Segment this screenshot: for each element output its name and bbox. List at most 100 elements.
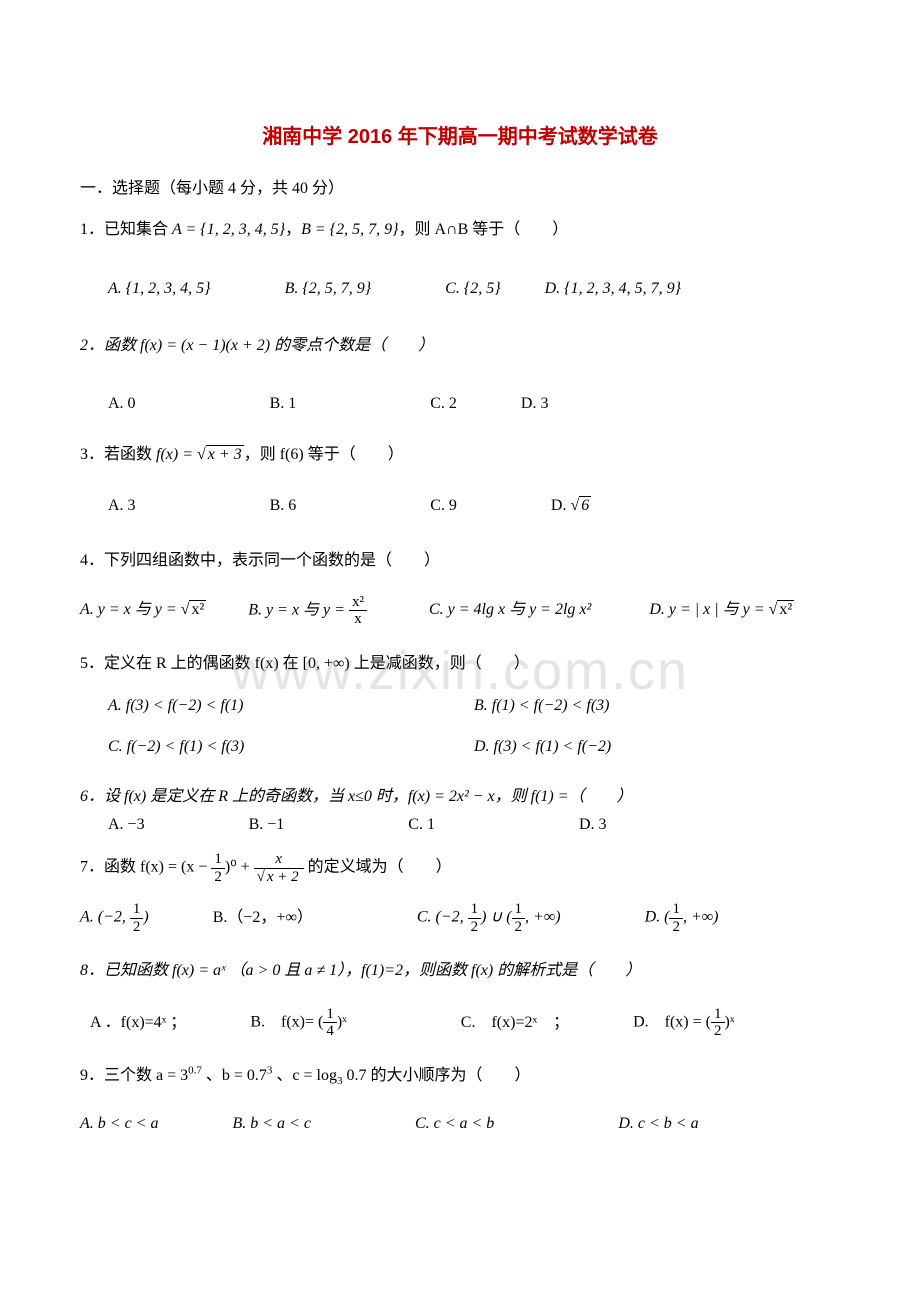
q9-optC: C. c < a < b xyxy=(415,1110,494,1139)
q7-optD-pre: D. ( xyxy=(645,909,670,926)
q7-optC-pre: C. (−2, xyxy=(417,909,468,926)
q9-optA: A. b < c < a xyxy=(80,1110,158,1139)
q4-optD-pre: D. y = | x | 与 y = xyxy=(649,601,768,618)
q8-optD-num: 1 xyxy=(711,1006,725,1024)
q9-stem-mid2: 、c = log xyxy=(272,1067,337,1084)
q3-stem-mid: ，则 f(6) 等于（ ） xyxy=(244,446,404,463)
question-1: 1．已知集合 A = {1, 2, 3, 4, 5}，B = {2, 5, 7,… xyxy=(80,216,840,304)
section-header: 一．选择题（每小题 4 分，共 40 分） xyxy=(80,174,840,198)
q2-optB: B. 1 xyxy=(270,390,297,419)
question-4: 4．下列四组函数中，表示同一个函数的是（ ） A. y = x 与 y = √x… xyxy=(80,547,840,628)
q4-optB-pre: B. y = x 与 y = xyxy=(248,601,349,618)
q8-optB-den: 4 xyxy=(323,1023,337,1040)
q7-frac1-num: 1 xyxy=(211,851,225,869)
q7-options: A. (−2, 12) B.（−2，+∞） C. (−2, 12) ∪ (12,… xyxy=(80,901,840,935)
q5-optA: A. f(3) < f(−2) < f(1) xyxy=(108,692,474,721)
q3-func: f(x) = xyxy=(156,446,197,463)
question-8: 8．已知函数 f(x) = aˣ （a > 0 且 a ≠ 1），f(1)=2，… xyxy=(80,957,840,1040)
q8-optD: D. f(x) = (12)ˣ xyxy=(633,1006,734,1040)
q7-optA-post: ) xyxy=(143,909,148,926)
q4-optD-sqrt: x² xyxy=(777,600,794,618)
q2-options: A. 0 B. 1 C. 2 D. 3 xyxy=(80,390,840,419)
q1-optD: D. {1, 2, 3, 4, 5, 7, 9} xyxy=(545,275,681,304)
q8-optB-post: )ˣ xyxy=(337,1014,347,1031)
q3-optC: C. 9 xyxy=(430,492,457,521)
q6-optD: D. 3 xyxy=(579,816,607,833)
q7-stem-pre: 7．函数 f(x) = (x − xyxy=(80,859,211,876)
q9-a-exp: 0.7 xyxy=(188,1065,202,1077)
q3-options: A. 3 B. 6 C. 9 D. √6 xyxy=(80,492,840,521)
q5-optC: C. f(−2) < f(1) < f(3) xyxy=(108,733,474,762)
q4-optA-pre: A. y = x 与 y = xyxy=(80,601,181,618)
q8-optD-den: 2 xyxy=(711,1023,725,1040)
q3-optD-pre: D. xyxy=(551,497,571,514)
q7-optC-mid: ) ∪ ( xyxy=(481,909,511,926)
q4-optC: C. y = 4lg x 与 y = 2lg x² xyxy=(429,596,591,625)
question-9: 9．三个数 a = 30.7 、b = 0.73 、c = log3 0.7 的… xyxy=(80,1062,840,1139)
q9-stem: 9．三个数 a = 30.7 、b = 0.73 、c = log3 0.7 的… xyxy=(80,1067,531,1084)
q9-optB: B. b < a < c xyxy=(232,1110,310,1139)
q5-optB: B. f(1) < f(−2) < f(3) xyxy=(474,692,840,721)
q7-optC-n2: 1 xyxy=(512,901,526,919)
q3-stem-pre: 3．若函数 xyxy=(80,446,156,463)
q3-optA: A. 3 xyxy=(108,492,136,521)
q1-optC: C. {2, 5} xyxy=(445,275,500,304)
q8-options: A ．f(x)=4ˣ ； B. f(x)= (14)ˣ C. f(x)=2ˣ ；… xyxy=(80,1006,840,1040)
q5-options-row2: C. f(−2) < f(1) < f(3) D. f(3) < f(1) < … xyxy=(80,733,840,762)
q8-optD-pre: D. f(x) = ( xyxy=(633,1014,711,1031)
q4-optA-sqrt: x² xyxy=(189,600,206,618)
q1-stem-pre: 1．已知集合 xyxy=(80,221,172,238)
q7-optC: C. (−2, 12) ∪ (12, +∞) xyxy=(417,901,561,935)
q5-stem: 5．定义在 R 上的偶函数 f(x) 在 [0, +∞) 上是减函数，则（ ） xyxy=(80,655,530,672)
exam-title: 湘南中学 2016 年下期高一期中考试数学试卷 xyxy=(80,120,840,149)
q1-setA: A = {1, 2, 3, 4, 5} xyxy=(172,221,285,238)
q8-optC: C. f(x)=2ˣ ； xyxy=(461,1009,569,1038)
q7-frac1: 12 xyxy=(211,851,225,885)
q9-stem-mid3: 0.7 的大小顺序为（ ） xyxy=(343,1067,531,1084)
q4-stem: 4．下列四组函数中，表示同一个函数的是（ ） xyxy=(80,552,440,569)
q3-optD-sqrt-body: 6 xyxy=(579,496,591,514)
q7-optC-d2: 2 xyxy=(512,919,526,936)
q8-optB-num: 1 xyxy=(323,1006,337,1024)
q8-stem: 8．已知函数 f(x) = aˣ （a > 0 且 a ≠ 1），f(1)=2，… xyxy=(80,962,641,979)
q4-options: A. y = x 与 y = √x² B. y = x 与 y = x²x C.… xyxy=(80,594,840,628)
q1-options: A. {1, 2, 3, 4, 5} B. {2, 5, 7, 9} C. {2… xyxy=(80,275,840,304)
question-5: 5．定义在 R 上的偶函数 f(x) 在 [0, +∞) 上是减函数，则（ ） … xyxy=(80,650,840,762)
q2-optA: A. 0 xyxy=(108,390,136,419)
q8-optD-post: )ˣ xyxy=(725,1014,735,1031)
question-2: 2．函数 f(x) = (x − 1)(x + 2) 的零点个数是（ ） A. … xyxy=(80,332,840,420)
q7-optC-d1: 2 xyxy=(468,919,482,936)
q7-optC-n1: 1 xyxy=(468,901,482,919)
q2-stem: 2．函数 f(x) = (x − 1)(x + 2) 的零点个数是（ ） xyxy=(80,337,434,354)
q7-optA-pre: A. (−2, xyxy=(80,909,130,926)
q2-optC: C. 2 xyxy=(430,390,457,419)
q7-optB: B.（−2，+∞） xyxy=(213,904,313,933)
q1-optA: A. {1, 2, 3, 4, 5} xyxy=(108,275,211,304)
q1-setB: B = {2, 5, 7, 9} xyxy=(301,221,398,238)
q3-sqrt-body: x + 3 xyxy=(206,445,244,463)
q6-optB: B. −1 xyxy=(249,812,285,838)
q5-options-row1: A. f(3) < f(−2) < f(1) B. f(1) < f(−2) <… xyxy=(80,692,840,721)
q7-optD-num: 1 xyxy=(669,901,683,919)
q6-options: A. −3 B. −1 C. 1 D. 3 xyxy=(80,812,840,838)
q7-optD: D. (12, +∞) xyxy=(645,901,719,935)
q6-optA: A. −3 xyxy=(108,812,145,838)
q4-optB: B. y = x 与 y = x²x xyxy=(248,594,367,628)
q7-frac2-num: x xyxy=(254,851,304,869)
question-6: 6．设 f(x) 是定义在 R 上的奇函数，当 x≤0 时，f(x) = 2x²… xyxy=(80,784,840,837)
q7-frac2: x√x + 2 xyxy=(254,851,304,885)
q5-optD: D. f(3) < f(1) < f(−2) xyxy=(474,733,840,762)
question-3: 3．若函数 f(x) = √x + 3，则 f(6) 等于（ ） A. 3 B.… xyxy=(80,441,840,521)
q6-optC: C. 1 xyxy=(408,812,435,838)
q9-stem-mid1: 、b = 0.7 xyxy=(202,1067,267,1084)
q7-optA: A. (−2, 12) xyxy=(80,901,149,935)
q4-optA: A. y = x 与 y = √x² xyxy=(80,596,206,625)
q9-stem-pre: 9．三个数 a = 3 xyxy=(80,1067,188,1084)
q8-optA: A ．f(x)=4ˣ ； xyxy=(90,1009,186,1038)
q1-stem-post: ，则 A∩B 等于（ ） xyxy=(398,221,568,238)
q3-sqrt: √x + 3 xyxy=(197,441,244,470)
q7-optD-post: , +∞) xyxy=(683,909,719,926)
q7-optA-num: 1 xyxy=(130,901,144,919)
q3-optB: B. 6 xyxy=(270,492,297,521)
q3-optD-sqrt: √6 xyxy=(570,492,591,521)
